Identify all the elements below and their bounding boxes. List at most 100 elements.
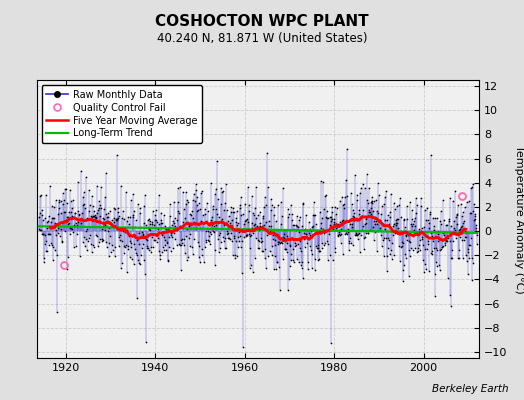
- Point: [413, 232, 422, 238]
- Point: [279, 185, 287, 192]
- Point: [144, 244, 152, 251]
- Point: [50, 204, 58, 210]
- Point: [211, 191, 220, 197]
- Point: [155, 248, 163, 254]
- Point: [314, 242, 322, 248]
- Point: [189, 197, 197, 203]
- Point: [412, 231, 420, 238]
- Point: [453, 210, 461, 217]
- Point: [441, 242, 449, 248]
- Point: [195, 242, 203, 249]
- Point: [45, 242, 53, 248]
- Point: [353, 232, 361, 238]
- Point: [439, 197, 447, 203]
- Point: [105, 253, 114, 260]
- Point: [297, 248, 305, 254]
- Point: [344, 229, 352, 235]
- Point: [328, 204, 336, 210]
- Point: [101, 227, 110, 234]
- Point: [110, 215, 118, 221]
- Point: [308, 251, 316, 257]
- Point: [76, 252, 84, 259]
- Point: [413, 202, 421, 208]
- Point: [248, 220, 256, 226]
- Point: [260, 204, 268, 210]
- Point: [322, 213, 330, 220]
- Point: [264, 184, 272, 191]
- Point: [362, 220, 370, 226]
- Point: [365, 207, 373, 213]
- Point: [290, 221, 299, 228]
- Point: [263, 149, 271, 156]
- Point: [443, 222, 451, 228]
- Point: [52, 226, 60, 233]
- Point: [409, 233, 417, 240]
- Point: [339, 216, 347, 223]
- Point: [367, 211, 376, 217]
- Point: [431, 292, 439, 299]
- Point: [95, 198, 104, 204]
- Point: [257, 248, 266, 255]
- Point: [83, 226, 91, 233]
- Point: [278, 240, 286, 246]
- Point: [322, 192, 330, 198]
- Point: [381, 226, 390, 232]
- Point: [337, 194, 346, 200]
- Point: [387, 247, 396, 254]
- Point: [349, 212, 357, 219]
- Point: [470, 216, 478, 223]
- Point: [383, 253, 391, 259]
- Point: [230, 208, 238, 215]
- Point: [101, 222, 109, 228]
- Point: [234, 244, 242, 250]
- Point: [270, 204, 278, 210]
- Point: [364, 230, 372, 236]
- Point: [281, 246, 290, 252]
- Point: [442, 235, 451, 242]
- Point: [82, 227, 91, 234]
- Point: [210, 228, 218, 235]
- Point: [414, 242, 423, 248]
- Point: [222, 181, 230, 188]
- Point: [111, 252, 119, 259]
- Point: [262, 202, 270, 208]
- Point: [412, 249, 421, 255]
- Point: [282, 236, 290, 242]
- Point: [213, 158, 222, 164]
- Point: [449, 230, 457, 237]
- Point: [147, 218, 156, 225]
- Point: [392, 217, 400, 224]
- Point: [330, 216, 338, 222]
- Point: [340, 220, 348, 226]
- Point: [369, 218, 378, 224]
- Point: [354, 210, 363, 217]
- Point: [411, 210, 420, 216]
- Point: [253, 224, 261, 230]
- Point: [123, 226, 132, 233]
- Point: [281, 246, 289, 252]
- Point: [138, 229, 146, 236]
- Point: [288, 221, 297, 228]
- Point: [231, 219, 239, 226]
- Point: [43, 230, 52, 237]
- Point: [100, 206, 108, 212]
- Point: [429, 215, 438, 221]
- Point: [132, 233, 140, 240]
- Point: [440, 232, 449, 238]
- Point: [368, 194, 377, 200]
- Point: [355, 207, 364, 214]
- Point: [235, 238, 243, 244]
- Point: [334, 221, 342, 228]
- Point: [42, 192, 51, 198]
- Point: [103, 244, 111, 250]
- Point: [190, 236, 198, 242]
- Point: [454, 255, 462, 262]
- Point: [121, 229, 129, 235]
- Point: [241, 200, 249, 207]
- Point: [279, 234, 288, 240]
- Point: [341, 231, 349, 238]
- Point: [424, 220, 433, 227]
- Point: [307, 247, 315, 254]
- Point: [35, 214, 43, 220]
- Point: [154, 235, 162, 241]
